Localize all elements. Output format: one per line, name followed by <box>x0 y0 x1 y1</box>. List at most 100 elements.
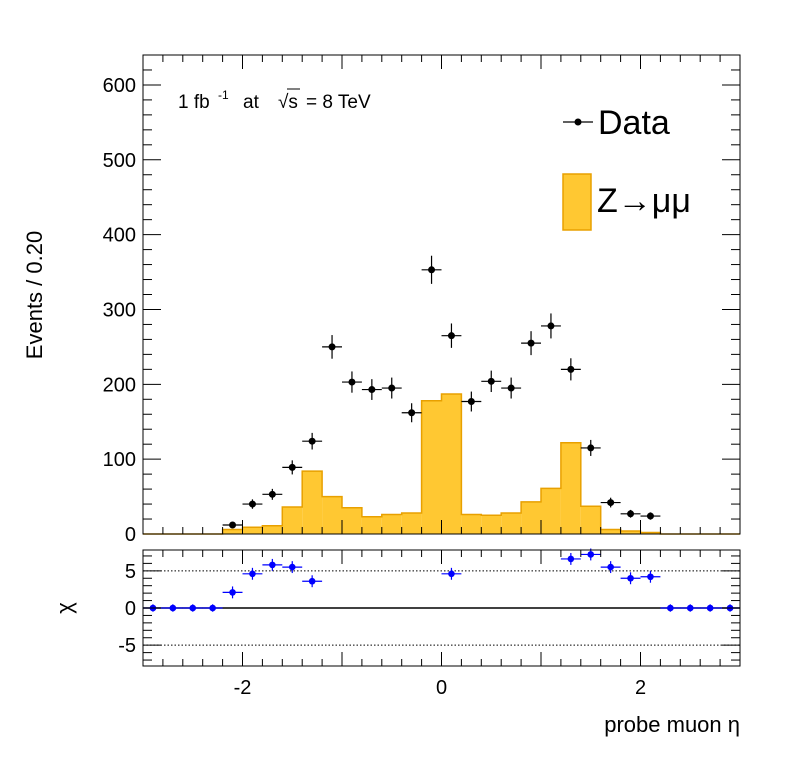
mc-bar <box>282 507 303 534</box>
ratio-axis-ticks: -5 0 5 -2 0 2 <box>118 550 741 699</box>
chi-marker <box>448 570 455 578</box>
chi-point <box>620 572 641 585</box>
legend-mc-label: Z→μμ <box>597 182 691 220</box>
chi-marker <box>647 573 654 581</box>
data-marker <box>288 463 296 471</box>
y-tick-label: 500 <box>103 150 136 172</box>
data-point <box>481 370 502 393</box>
y-tick-label: 0 <box>125 524 136 546</box>
main-panel: 0 100 200 300 400 500 600 1 fb -1 at √s = 8 Te… <box>22 54 741 546</box>
mc-bar <box>342 507 362 534</box>
data-marker <box>428 266 436 274</box>
x-tick-label: 0 <box>436 677 447 699</box>
mc-bar <box>501 513 522 534</box>
data-point <box>242 499 263 509</box>
main-frame <box>142 54 741 535</box>
chi-marker <box>269 561 276 569</box>
chi-point <box>202 604 223 612</box>
data-marker <box>308 437 316 445</box>
lumi-annotation: 1 fb -1 at √s = 8 TeV <box>178 88 371 113</box>
data-marker <box>547 322 555 330</box>
chi-marker <box>249 570 256 578</box>
chi-point <box>600 561 621 574</box>
ratio-panel: -5 0 5 -2 0 2 χ probe muon η <box>52 548 741 737</box>
data-point <box>342 371 362 393</box>
chi-point <box>222 586 243 599</box>
data-point <box>441 323 462 348</box>
ratio-y-tick-label: 5 <box>125 561 136 583</box>
mc-bar <box>560 442 581 534</box>
chi-point <box>441 567 462 580</box>
mc-bar <box>620 531 641 534</box>
chi-point <box>302 575 323 588</box>
data-marker <box>388 384 396 392</box>
ratio-y-axis-label: χ <box>52 602 77 614</box>
data-marker <box>587 444 595 452</box>
energy-text: = 8 TeV <box>306 92 371 113</box>
chi-point <box>680 604 701 612</box>
chi-marker <box>607 563 614 571</box>
mc-bar <box>381 514 402 534</box>
data-marker <box>348 378 356 386</box>
legend-data-label: Data <box>598 104 670 142</box>
mc-bar <box>322 496 342 534</box>
sqrt-s: √s <box>278 92 298 113</box>
data-point <box>521 331 541 356</box>
mc-bar <box>361 516 382 534</box>
data-point <box>501 377 522 399</box>
legend-data-marker <box>563 118 593 126</box>
chi-point <box>162 604 183 612</box>
data-marker <box>487 377 495 385</box>
legend-mc-swatch <box>562 173 592 231</box>
chi-marker <box>667 604 674 612</box>
mc-bar <box>401 513 422 534</box>
chi-point <box>560 552 581 565</box>
mc-histogram <box>143 393 740 535</box>
chi-marker <box>209 604 216 612</box>
data-point <box>282 460 303 475</box>
data-point <box>322 335 342 359</box>
data-marker <box>627 510 635 518</box>
data-marker <box>527 339 535 347</box>
chi-marker <box>627 574 634 582</box>
chi-marker <box>567 555 575 563</box>
data-marker <box>368 386 376 394</box>
data-point <box>620 509 641 518</box>
x-tick-label: 2 <box>635 677 646 699</box>
ratio-y-tick-label: 0 <box>125 598 136 620</box>
data-point <box>461 391 482 412</box>
data-marker <box>408 409 416 417</box>
data-point <box>401 403 422 423</box>
main-axis-ticks: 0 100 200 300 400 500 600 <box>103 54 741 546</box>
ratio-y-tick-label: -5 <box>118 635 136 657</box>
data-marker <box>507 384 515 392</box>
x-axis-label: probe muon η <box>604 712 740 737</box>
y-tick-label: 200 <box>103 374 136 396</box>
data-marker <box>607 499 615 507</box>
data-point <box>381 377 402 399</box>
data-marker <box>567 365 575 373</box>
mc-bar <box>262 525 283 534</box>
chi-marker <box>189 604 197 612</box>
mc-bar <box>302 471 323 534</box>
mc-bar <box>441 394 462 534</box>
mc-bar <box>421 400 442 534</box>
x-tick-label: -2 <box>234 677 252 699</box>
mc-bar <box>600 529 621 534</box>
chi-marker <box>706 604 714 612</box>
lumi-exponent: -1 <box>218 88 229 102</box>
lumi-at: at <box>243 92 260 113</box>
chi-marker <box>686 604 694 612</box>
chi-point <box>660 604 681 612</box>
data-point <box>580 439 601 456</box>
data-point <box>560 358 581 381</box>
chi-marker <box>288 563 296 571</box>
main-y-axis-label: Events / 0.20 <box>22 231 47 359</box>
chi-point <box>182 604 203 612</box>
data-marker <box>268 490 276 498</box>
mc-bar <box>521 501 541 534</box>
chi-point <box>640 570 661 583</box>
data-marker <box>447 332 455 340</box>
data-point <box>541 313 561 339</box>
mc-bar <box>461 514 482 534</box>
